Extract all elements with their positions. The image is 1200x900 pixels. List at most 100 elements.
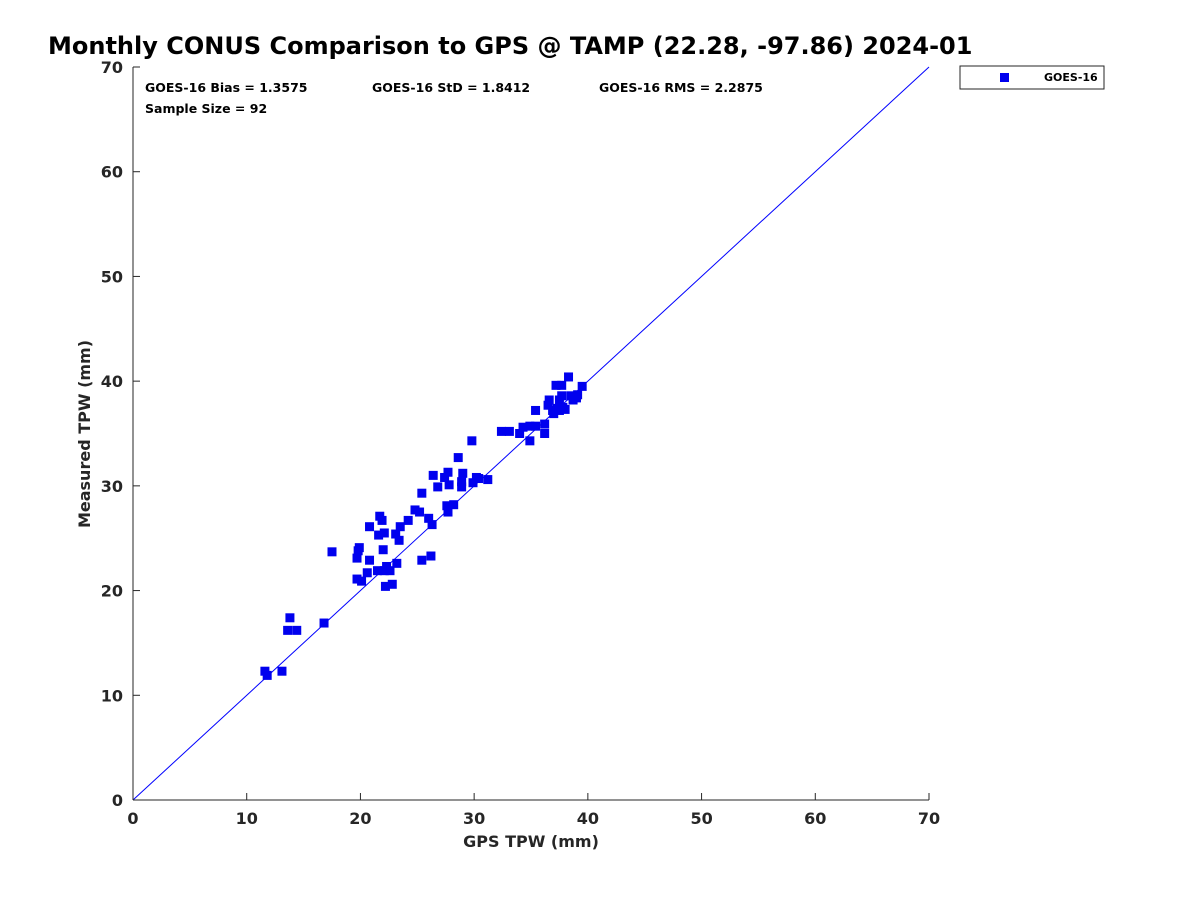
data-point — [283, 625, 293, 635]
data-point — [564, 372, 574, 382]
x-tick-label: 70 — [918, 809, 940, 828]
data-point — [378, 545, 388, 555]
rms-stat: GOES-16 RMS = 2.2875 — [599, 80, 763, 95]
data-point — [549, 409, 559, 419]
data-point — [427, 520, 437, 530]
x-tick-label: 50 — [690, 809, 712, 828]
y-tick-label: 50 — [101, 267, 123, 286]
legend-label-goes16: GOES-16 — [1044, 71, 1098, 84]
std-stat: GOES-16 StD = 1.8412 — [372, 80, 530, 95]
data-point — [365, 555, 375, 565]
data-point — [374, 530, 384, 540]
data-point — [468, 478, 478, 488]
data-point — [457, 482, 467, 492]
data-point — [352, 574, 362, 584]
data-point — [372, 566, 382, 576]
chart-title: Monthly CONUS Comparison to GPS @ TAMP (… — [48, 32, 972, 60]
data-point — [362, 568, 372, 578]
data-point — [415, 507, 425, 517]
data-point — [540, 429, 550, 438]
x-tick-label: 60 — [804, 809, 826, 828]
goes16-series — [260, 372, 587, 680]
data-point — [426, 551, 436, 561]
x-axis-label: GPS TPW (mm) — [463, 832, 599, 851]
data-point — [443, 507, 453, 517]
sample-size-stat: Sample Size = 92 — [145, 101, 267, 116]
data-point — [444, 480, 454, 490]
data-point — [467, 436, 477, 446]
data-point — [577, 381, 587, 391]
y-tick-label: 20 — [101, 582, 123, 601]
data-point — [354, 543, 364, 553]
y-tick-label: 0 — [112, 791, 123, 810]
data-point — [483, 475, 493, 485]
data-point — [543, 400, 553, 410]
data-point — [352, 553, 362, 563]
data-point — [285, 613, 295, 623]
data-point — [458, 468, 468, 478]
data-point — [474, 474, 484, 484]
data-point — [277, 666, 287, 676]
data-point — [377, 515, 387, 525]
data-point — [573, 390, 583, 400]
data-point — [443, 467, 453, 477]
data-point — [262, 670, 272, 680]
data-point — [551, 380, 561, 390]
legend-box — [959, 65, 1105, 90]
x-axis-ticks: 0 10 20 30 40 50 60 70 — [127, 793, 940, 828]
data-point — [327, 547, 337, 557]
x-tick-label: 10 — [236, 809, 258, 828]
y-tick-label: 70 — [101, 58, 123, 77]
data-point — [387, 579, 397, 589]
data-point — [531, 421, 541, 431]
data-point — [518, 422, 528, 432]
data-point — [540, 419, 550, 429]
legend-square-marker — [1000, 73, 1009, 82]
data-point — [560, 404, 570, 414]
data-point — [392, 558, 402, 568]
legend: GOES-16 — [959, 65, 1105, 90]
y-tick-label: 40 — [101, 372, 123, 391]
data-point — [544, 395, 554, 405]
data-point — [453, 453, 463, 463]
data-point — [557, 391, 567, 401]
y-tick-label: 60 — [101, 163, 123, 182]
data-point — [380, 581, 390, 591]
data-point — [292, 625, 302, 635]
bias-stat: GOES-16 Bias = 1.3575 — [145, 80, 307, 95]
data-point — [449, 500, 459, 510]
data-point — [428, 470, 438, 480]
y-axis-label: Measured TPW (mm) — [75, 340, 94, 528]
data-point — [417, 488, 427, 498]
x-tick-label: 20 — [349, 809, 371, 828]
data-point — [357, 576, 367, 586]
one-to-one-line — [132, 66, 930, 801]
x-tick-label: 40 — [577, 809, 599, 828]
data-point — [531, 405, 541, 415]
data-point — [394, 535, 404, 545]
data-point — [391, 529, 401, 539]
data-point — [457, 477, 467, 487]
y-tick-label: 30 — [101, 477, 123, 496]
data-point — [442, 501, 452, 511]
data-point — [496, 426, 506, 436]
data-point — [525, 421, 535, 431]
y-axis-ticks: 0 10 20 30 40 50 60 70 — [101, 58, 140, 810]
data-point — [557, 380, 567, 390]
x-tick-label: 0 — [127, 809, 138, 828]
data-point — [424, 513, 434, 523]
data-point — [417, 555, 427, 565]
data-point — [365, 522, 375, 532]
data-point — [433, 482, 443, 492]
data-point — [379, 528, 389, 538]
data-point — [410, 505, 420, 515]
plot-area: 0 10 20 30 40 50 60 70 0 10 20 30 40 50 60 70 — [101, 58, 940, 828]
data-point — [525, 436, 535, 446]
data-point — [504, 426, 514, 436]
data-point — [440, 472, 450, 482]
x-tick-label: 30 — [463, 809, 485, 828]
data-point — [515, 429, 525, 438]
data-point — [385, 566, 395, 576]
y-tick-label: 10 — [101, 686, 123, 705]
